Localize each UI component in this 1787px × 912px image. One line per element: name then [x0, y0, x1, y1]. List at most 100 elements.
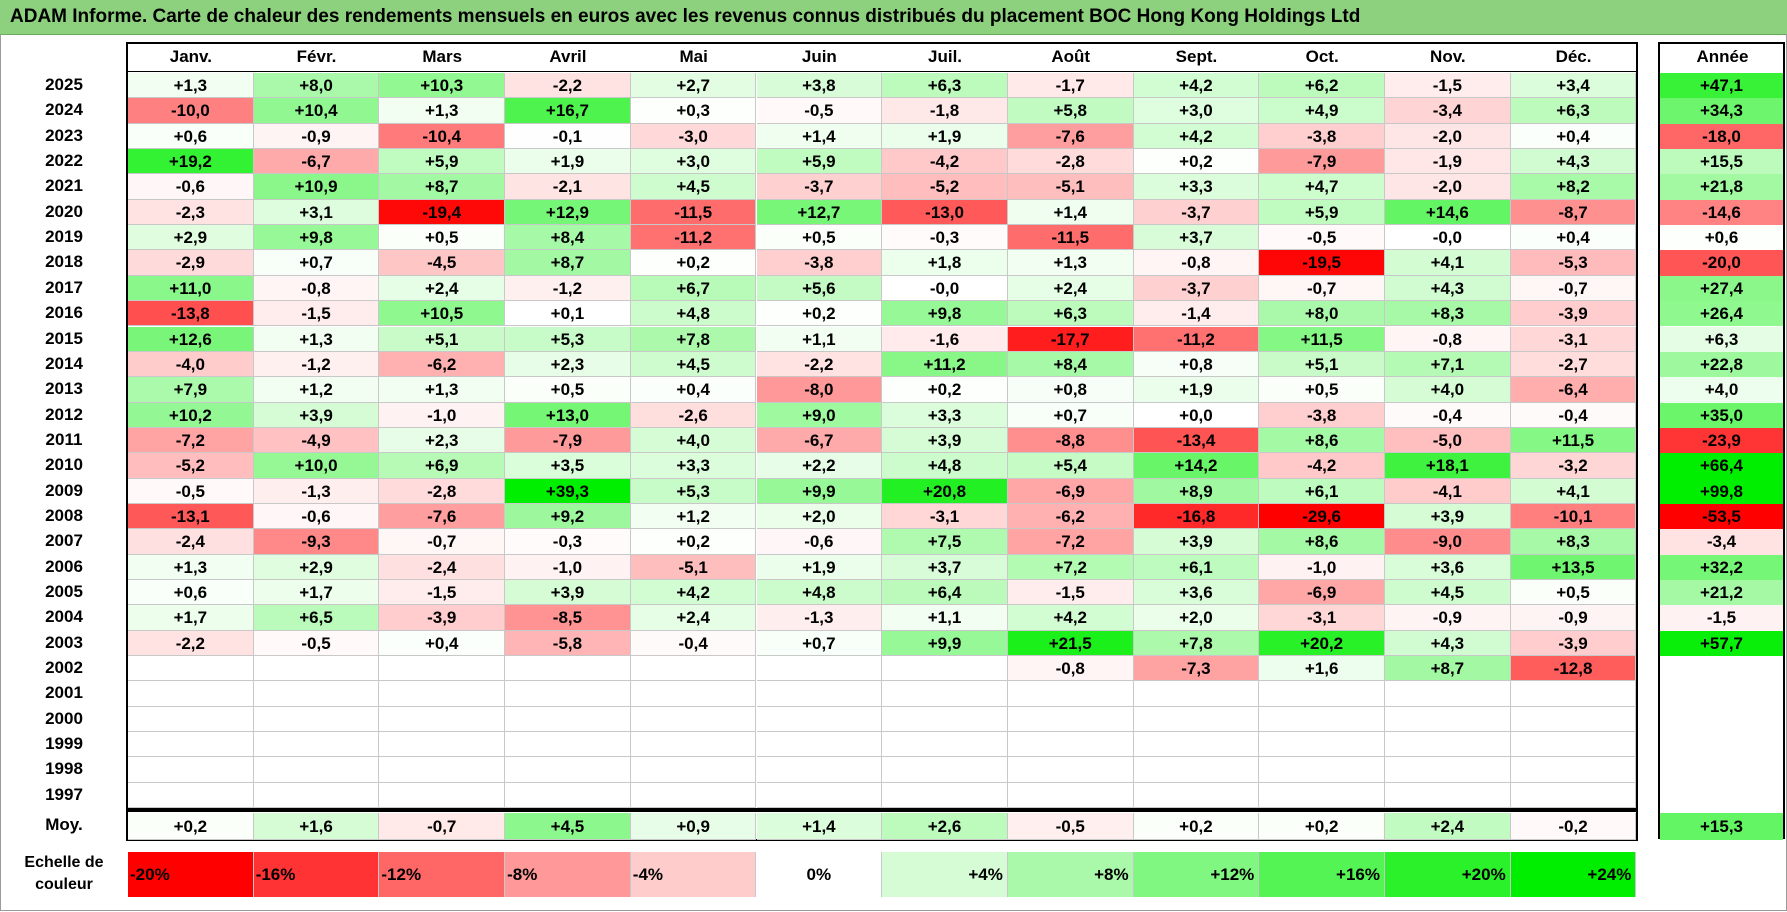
- heatmap-cell: +3,1: [253, 199, 380, 226]
- heatmap-cell: +11,5: [1510, 427, 1637, 454]
- heatmap-cell: -1,0: [505, 554, 631, 580]
- heatmap-cell: +3,0: [630, 149, 757, 175]
- year-label: 2003: [45, 632, 83, 652]
- heatmap-cell: -7,2: [128, 427, 254, 454]
- average-cell: +0,2: [1133, 813, 1260, 841]
- heatmap-cell: +1,9: [505, 149, 631, 175]
- heatmap-cell: -2,9: [128, 250, 254, 276]
- heatmap-cell: +0,7: [1007, 402, 1134, 428]
- heatmap-cell: -1,5: [1385, 73, 1511, 99]
- heatmap-cell: [128, 706, 254, 733]
- heatmap-cell: -7,6: [1007, 123, 1134, 150]
- annual-cell: +99,8: [1660, 478, 1783, 504]
- heatmap-cell: [756, 656, 883, 682]
- heatmap-cell: [505, 782, 631, 809]
- heatmap-cell: +0,8: [1007, 377, 1134, 403]
- heatmap-cell: -1,2: [253, 351, 380, 378]
- heatmap-cell: +6,5: [253, 605, 380, 631]
- heatmap-cell: +2,9: [128, 225, 254, 251]
- heatmap-cell: +9,2: [505, 503, 631, 530]
- heatmap-cell: [1259, 681, 1385, 707]
- color-scale-step: 0%: [756, 852, 883, 897]
- heatmap-cell: +5,8: [1007, 98, 1134, 124]
- heatmap-cell: -3,9: [1510, 301, 1637, 327]
- heatmap-cell: -6,4: [1510, 377, 1637, 403]
- heatmap-cell: +7,1: [1385, 351, 1511, 378]
- heatmap-cell: +1,3: [253, 326, 380, 352]
- heatmap-cell: -4,0: [128, 351, 254, 378]
- heatmap-cell: +1,3: [379, 377, 506, 403]
- heatmap-cell: +4,5: [630, 174, 757, 200]
- heatmap-cell: +4,7: [1259, 174, 1385, 200]
- heatmap-cell: +8,4: [1007, 351, 1134, 378]
- heatmap-cell: +0,5: [756, 225, 883, 251]
- heatmap-cell: +0,2: [756, 301, 883, 327]
- heatmap-cell: [379, 706, 506, 733]
- heatmap-cell: +1,3: [128, 554, 254, 580]
- heatmap-cell: -17,7: [1007, 326, 1134, 352]
- heatmap-cell: +2,3: [505, 351, 631, 378]
- heatmap-cell: [1007, 681, 1134, 707]
- annual-cell: +6,3: [1660, 326, 1783, 352]
- heatmap-cell: -1,4: [1133, 301, 1260, 327]
- year-label: 2019: [45, 227, 83, 247]
- heatmap-cell: [1133, 757, 1260, 783]
- heatmap-cell: [1510, 757, 1637, 783]
- year-label: 2024: [45, 100, 83, 120]
- heatmap-cell: [1259, 732, 1385, 758]
- average-cell: +0,9: [630, 813, 757, 841]
- color-scale-step: +12%: [1133, 852, 1260, 897]
- heatmap-cell: -9,3: [253, 529, 380, 555]
- heatmap-cell: -3,9: [1510, 630, 1637, 657]
- annual-cell: +4,0: [1660, 377, 1783, 403]
- heatmap-cell: -2,0: [1385, 123, 1511, 150]
- heatmap-cell: [1510, 782, 1637, 809]
- annual-cell: +47,1: [1660, 73, 1783, 99]
- heatmap-cell: -0,7: [1259, 275, 1385, 302]
- heatmap-cell: +2,0: [1133, 605, 1260, 631]
- average-cell: -0,2: [1510, 813, 1637, 841]
- heatmap-cell: +8,0: [1259, 301, 1385, 327]
- heatmap-cell: -11,2: [630, 225, 757, 251]
- heatmap-cell: +6,3: [1007, 301, 1134, 327]
- heatmap-cell: [882, 656, 1008, 682]
- heatmap-cell: -10,0: [128, 98, 254, 124]
- heatmap-cell: -3,1: [1510, 326, 1637, 352]
- heatmap-cell: -0,8: [253, 275, 380, 302]
- heatmap-cell: +9,0: [756, 402, 883, 428]
- heatmap-cell: -10,1: [1510, 503, 1637, 530]
- heatmap-cell: +3,4: [1510, 73, 1637, 99]
- heatmap-cell: +8,0: [253, 73, 380, 99]
- heatmap-cell: [1133, 782, 1260, 809]
- heatmap-cell: +0,2: [882, 377, 1008, 403]
- heatmap-cell: [756, 681, 883, 707]
- heatmap-cell: -1,5: [253, 301, 380, 327]
- heatmap-cell: -19,5: [1259, 250, 1385, 276]
- heatmap-cell: +39,3: [505, 478, 631, 504]
- annual-cell: +21,2: [1660, 580, 1783, 606]
- year-label: 1997: [45, 784, 83, 804]
- annual-cell: +32,2: [1660, 554, 1783, 580]
- heatmap-cell: +3,6: [1385, 554, 1511, 580]
- heatmap-cell: [1385, 782, 1511, 809]
- average-cell: +2,4: [1385, 813, 1511, 841]
- heatmap-cell: [630, 706, 757, 733]
- heatmap-cell: -4,2: [882, 149, 1008, 175]
- heatmap-cell: +3,6: [1133, 580, 1260, 606]
- heatmap-cell: +2,0: [756, 503, 883, 530]
- average-cell: +1,4: [756, 813, 883, 841]
- heatmap-cell: -6,7: [253, 149, 380, 175]
- heatmap-cell: [630, 732, 757, 758]
- heatmap-cell: +1,2: [630, 503, 757, 530]
- color-scale-step: +4%: [882, 852, 1008, 897]
- heatmap-cell: +5,3: [630, 478, 757, 504]
- heatmap-cell: -0,9: [1510, 605, 1637, 631]
- heatmap-cell: [379, 656, 506, 682]
- heatmap-cell: -2,1: [505, 174, 631, 200]
- heatmap-cell: +4,3: [1385, 275, 1511, 302]
- heatmap-cell: -0,9: [1385, 605, 1511, 631]
- heatmap-cell: +4,5: [1385, 580, 1511, 606]
- average-cell: +1,6: [253, 813, 380, 841]
- heatmap-cell: +7,2: [1007, 554, 1134, 580]
- annual-cell: +26,4: [1660, 301, 1783, 327]
